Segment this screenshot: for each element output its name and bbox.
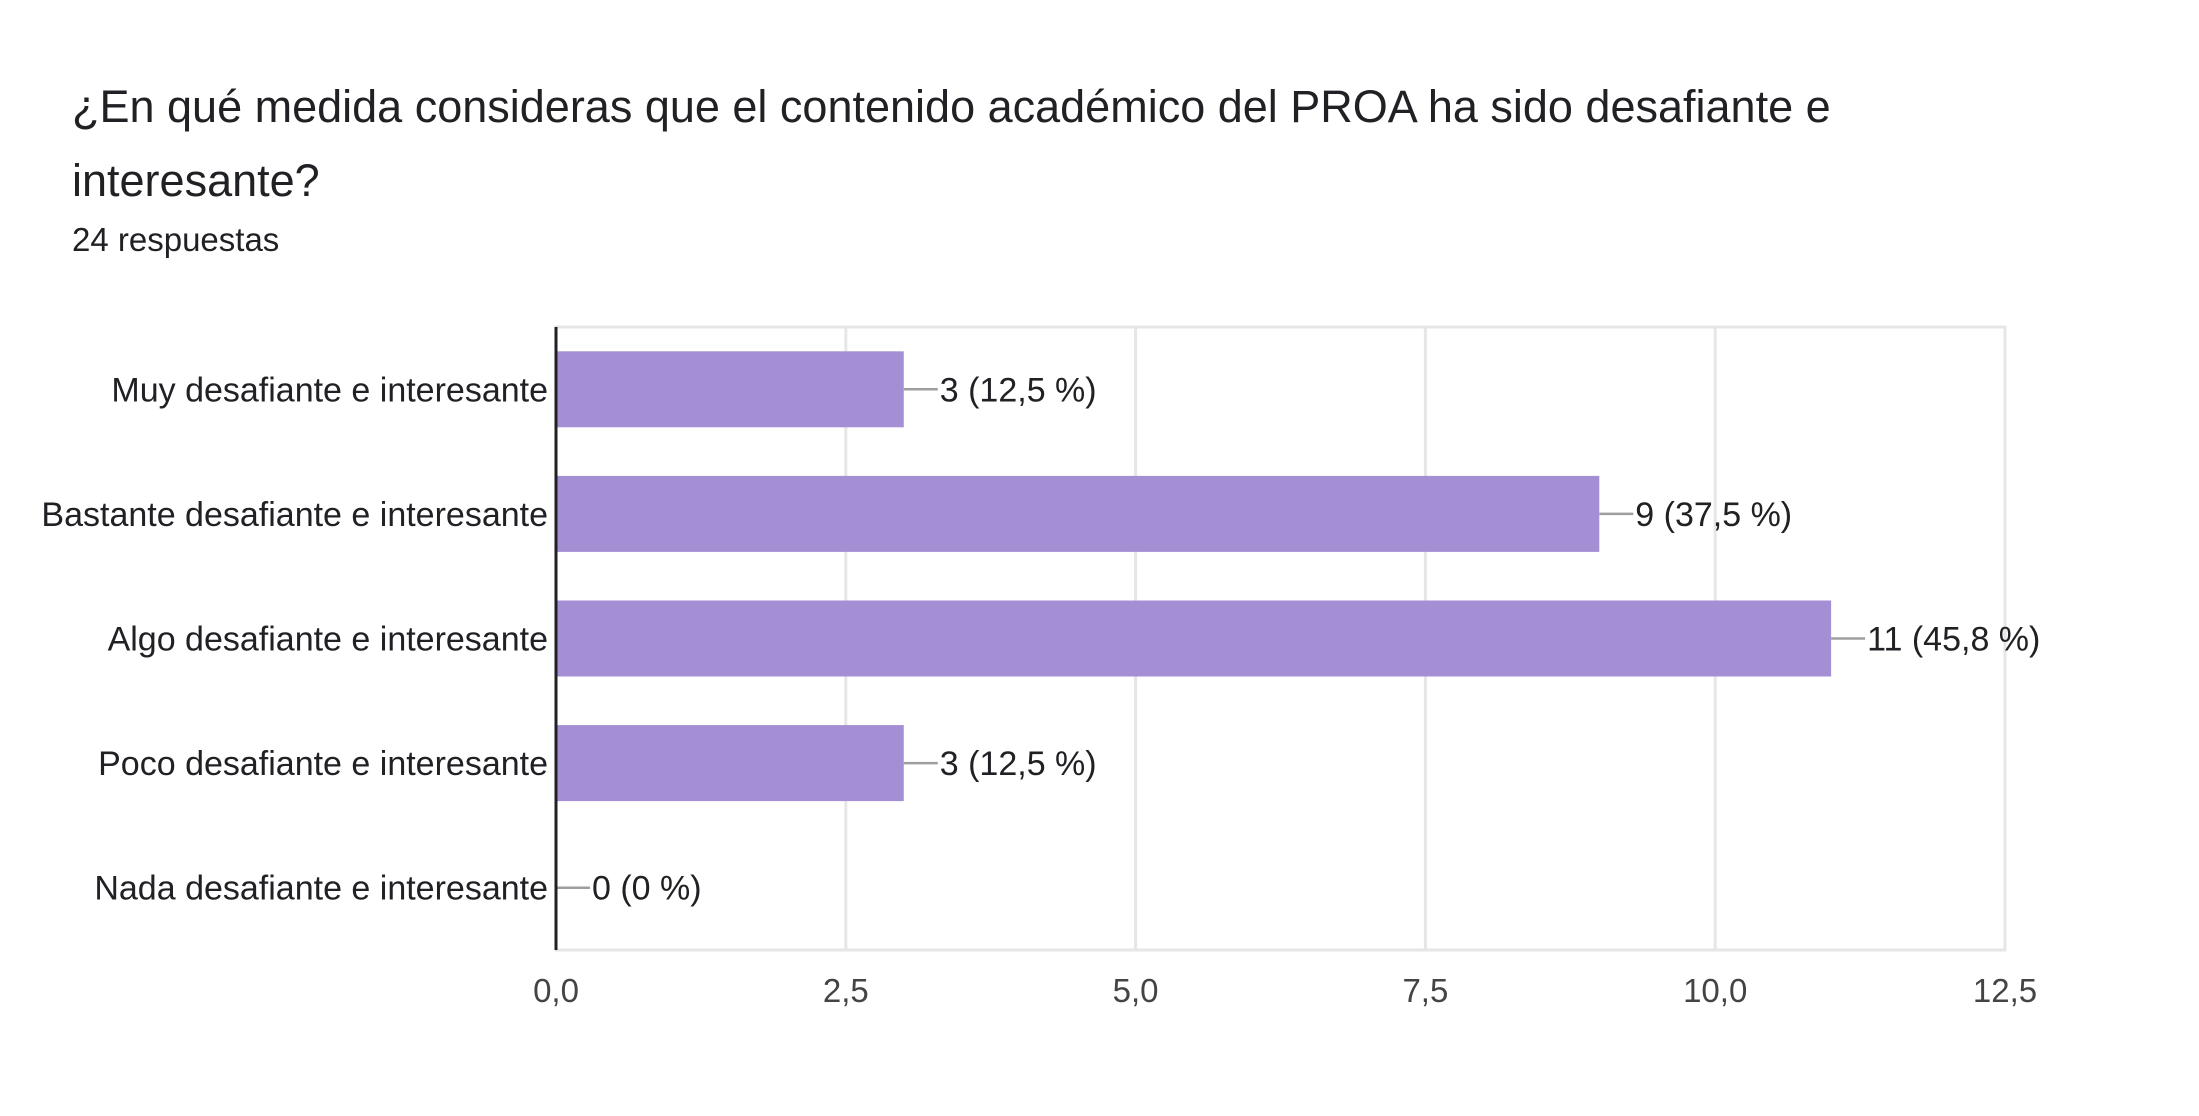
question-title: ¿En qué medida consideras que el conteni… <box>72 81 1831 206</box>
category-label: Algo desafiante e interesante <box>108 621 548 659</box>
bar <box>556 351 904 428</box>
category-label: Nada desafiante e interesante <box>94 870 548 908</box>
category-label: Muy desafiante e interesante <box>111 371 548 409</box>
data-label: 3 (12,5 %) <box>940 371 1097 409</box>
x-tick-label: 12,5 <box>1973 972 2037 1009</box>
data-label: 0 (0 %) <box>592 870 702 908</box>
x-tick-label: 5,0 <box>1113 972 1159 1009</box>
bar <box>556 475 1600 552</box>
x-tick-label: 10,0 <box>1683 972 1747 1009</box>
bar <box>556 600 1832 677</box>
data-label: 9 (37,5 %) <box>1635 496 1792 534</box>
x-tick-label: 0,0 <box>533 972 579 1009</box>
data-label: 11 (45,8 %) <box>1867 621 2040 659</box>
bar <box>556 725 904 802</box>
x-tick-label: 7,5 <box>1402 972 1448 1009</box>
x-tick-label: 2,5 <box>823 972 869 1009</box>
response-count: 24 respuestas <box>72 221 280 258</box>
data-label: 3 (12,5 %) <box>940 745 1097 783</box>
category-label: Poco desafiante e interesante <box>98 745 548 783</box>
category-label: Bastante desafiante e interesante <box>41 496 548 534</box>
